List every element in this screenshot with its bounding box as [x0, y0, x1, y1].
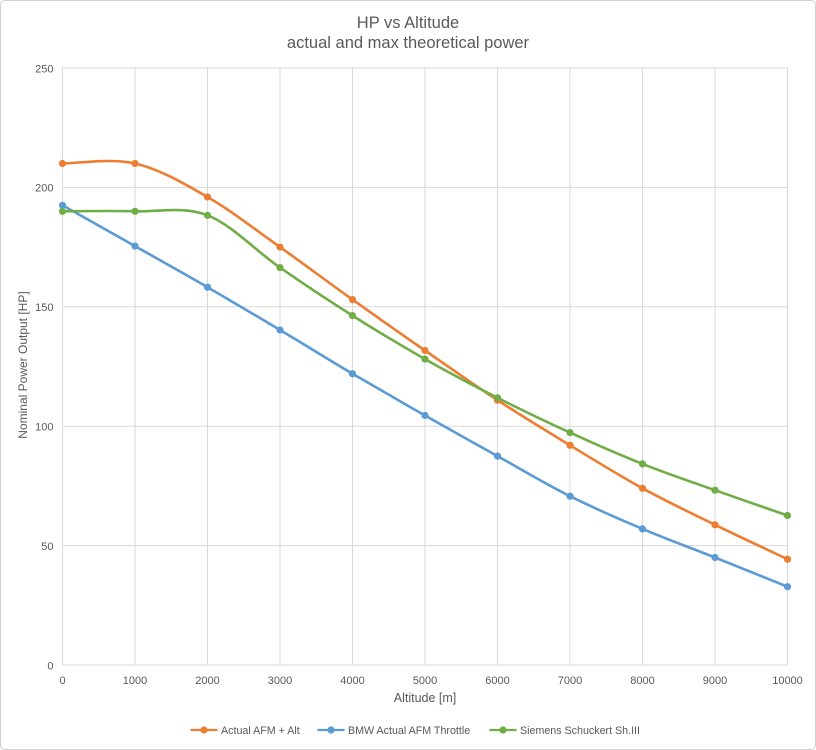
- svg-text:actual and max theoretical pow: actual and max theoretical power: [287, 34, 530, 52]
- svg-text:4000: 4000: [340, 675, 364, 687]
- svg-text:Nominal Power Output [HP]: Nominal Power Output [HP]: [16, 291, 30, 438]
- svg-text:0: 0: [59, 675, 65, 687]
- svg-text:0: 0: [47, 660, 53, 672]
- svg-text:5000: 5000: [413, 675, 437, 687]
- svg-text:Siemens Schuckert Sh.III: Siemens Schuckert Sh.III: [520, 725, 640, 737]
- svg-text:Actual AFM + Alt: Actual AFM + Alt: [221, 725, 300, 737]
- svg-text:100: 100: [35, 422, 53, 434]
- svg-text:1000: 1000: [123, 675, 147, 687]
- svg-text:7000: 7000: [558, 675, 582, 687]
- svg-text:10000: 10000: [772, 675, 803, 687]
- svg-text:2000: 2000: [195, 675, 219, 687]
- svg-text:200: 200: [35, 183, 53, 195]
- svg-text:9000: 9000: [703, 675, 727, 687]
- svg-text:BMW Actual AFM Throttle: BMW Actual AFM Throttle: [348, 725, 470, 737]
- svg-text:150: 150: [35, 302, 53, 314]
- svg-text:HP vs Altitude: HP vs Altitude: [357, 14, 459, 32]
- svg-text:Altitude [m]: Altitude [m]: [394, 691, 457, 705]
- svg-text:6000: 6000: [485, 675, 509, 687]
- svg-text:8000: 8000: [630, 675, 654, 687]
- svg-text:3000: 3000: [268, 675, 292, 687]
- svg-text:250: 250: [35, 63, 53, 75]
- svg-text:50: 50: [41, 541, 53, 553]
